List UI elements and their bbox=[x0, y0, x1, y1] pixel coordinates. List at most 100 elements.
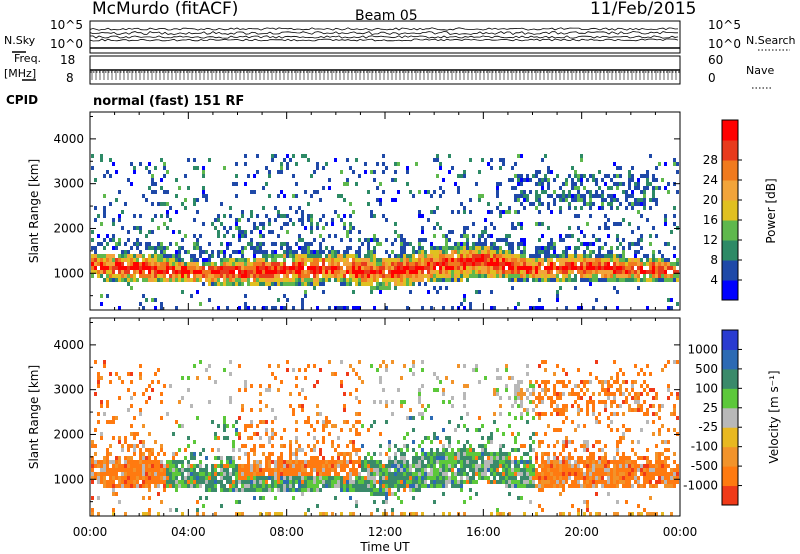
range-cell bbox=[301, 270, 304, 274]
range-cell bbox=[376, 274, 379, 278]
range-cell bbox=[295, 266, 298, 270]
range-cell bbox=[319, 512, 322, 516]
range-cell bbox=[274, 270, 277, 274]
range-cell bbox=[433, 480, 436, 484]
range-cell bbox=[283, 460, 286, 464]
range-cell bbox=[610, 250, 613, 254]
range-cell bbox=[478, 464, 481, 468]
range-cell bbox=[598, 412, 601, 416]
range-cell bbox=[526, 452, 529, 456]
range-cell bbox=[565, 254, 568, 258]
range-cell bbox=[418, 258, 421, 262]
range-cell bbox=[235, 194, 238, 198]
range-cell bbox=[484, 464, 487, 468]
range-cell bbox=[418, 400, 421, 404]
range-cell bbox=[352, 254, 355, 258]
range-cell bbox=[283, 464, 286, 468]
range-cell bbox=[304, 262, 307, 266]
range-cell bbox=[112, 480, 115, 484]
range-cell bbox=[580, 242, 583, 246]
range-cell bbox=[481, 234, 484, 238]
range-cell bbox=[241, 512, 244, 516]
range-cell bbox=[232, 488, 235, 492]
range-cell bbox=[310, 456, 313, 460]
range-cell bbox=[115, 416, 118, 420]
range-cell bbox=[526, 388, 529, 392]
range-cell bbox=[163, 278, 166, 282]
range-cell bbox=[460, 174, 463, 178]
range-cell bbox=[481, 262, 484, 266]
range-cell bbox=[244, 230, 247, 234]
range-cell bbox=[160, 186, 163, 190]
range-cell bbox=[118, 468, 121, 472]
range-cell bbox=[235, 512, 238, 516]
range-cell bbox=[574, 266, 577, 270]
range-cell bbox=[238, 306, 241, 310]
range-cell bbox=[493, 306, 496, 310]
range-cell bbox=[298, 404, 301, 408]
range-cell bbox=[355, 500, 358, 504]
range-cell bbox=[295, 476, 298, 480]
range-cell bbox=[244, 278, 247, 282]
range-cell bbox=[574, 448, 577, 452]
range-cell bbox=[304, 472, 307, 476]
range-cell bbox=[406, 306, 409, 310]
range-cell bbox=[151, 270, 154, 274]
range-cell bbox=[436, 476, 439, 480]
range-cell bbox=[583, 512, 586, 516]
range-cell bbox=[610, 428, 613, 432]
range-cell bbox=[502, 456, 505, 460]
range-cell bbox=[580, 258, 583, 262]
range-cell bbox=[334, 496, 337, 500]
range-cell bbox=[199, 460, 202, 464]
range-cell bbox=[580, 460, 583, 464]
range-cell bbox=[505, 254, 508, 258]
range-cell bbox=[250, 436, 253, 440]
range-cell bbox=[127, 372, 130, 376]
range-cell bbox=[415, 512, 418, 516]
range-cell bbox=[409, 480, 412, 484]
range-cell bbox=[220, 460, 223, 464]
range-cell bbox=[130, 380, 133, 384]
range-cell bbox=[370, 512, 373, 516]
range-cell bbox=[286, 488, 289, 492]
range-cell bbox=[355, 262, 358, 266]
range-cell bbox=[517, 278, 520, 282]
range-cell bbox=[433, 258, 436, 262]
range-cell bbox=[409, 258, 412, 262]
range-cell bbox=[622, 266, 625, 270]
range-cell bbox=[571, 440, 574, 444]
range-cell bbox=[106, 452, 109, 456]
range-cell bbox=[442, 190, 445, 194]
range-cell bbox=[355, 484, 358, 488]
range-cell bbox=[328, 258, 331, 262]
range-cell bbox=[415, 162, 418, 166]
range-cell bbox=[331, 460, 334, 464]
range-cell bbox=[238, 388, 241, 392]
range-cell bbox=[259, 262, 262, 266]
range-cell bbox=[130, 432, 133, 436]
range-cell bbox=[559, 234, 562, 238]
range-cell bbox=[511, 468, 514, 472]
range-cell bbox=[331, 218, 334, 222]
range-cell bbox=[253, 488, 256, 492]
range-cell bbox=[142, 266, 145, 270]
range-cell bbox=[583, 444, 586, 448]
range-cell bbox=[307, 508, 310, 512]
range-cell bbox=[418, 472, 421, 476]
range-cell bbox=[238, 258, 241, 262]
range-cell bbox=[259, 460, 262, 464]
range-cell bbox=[418, 480, 421, 484]
range-cell bbox=[655, 266, 658, 270]
range-cell bbox=[601, 448, 604, 452]
range-cell bbox=[295, 420, 298, 424]
range-cell bbox=[385, 404, 388, 408]
range-cell bbox=[394, 230, 397, 234]
range-cell bbox=[106, 472, 109, 476]
range-cell bbox=[442, 472, 445, 476]
range-cell bbox=[652, 258, 655, 262]
range-cell bbox=[307, 282, 310, 286]
range-cell bbox=[397, 472, 400, 476]
range-cell bbox=[94, 428, 97, 432]
range-cell bbox=[193, 246, 196, 250]
